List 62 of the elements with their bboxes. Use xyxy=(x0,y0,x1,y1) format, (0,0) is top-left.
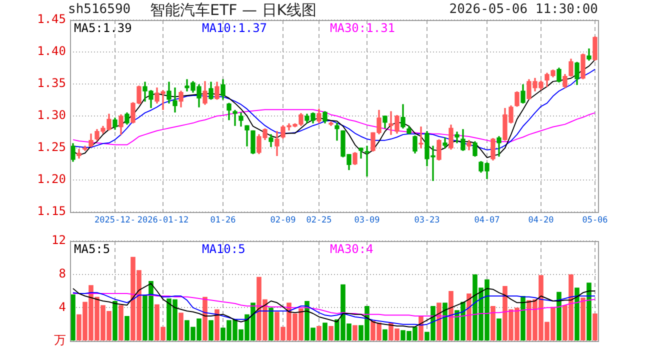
bar xyxy=(322,322,328,340)
bar xyxy=(214,309,220,340)
y-tick-label: 1.20 xyxy=(37,172,66,186)
candlestick xyxy=(418,126,424,148)
y-tick-label: 1.40 xyxy=(37,44,66,58)
bar xyxy=(580,298,586,340)
bar xyxy=(520,296,526,340)
x-tick-label: 05-06 xyxy=(582,215,608,226)
x-tick-label: 01-26 xyxy=(210,215,236,226)
y-tick-label: 8 xyxy=(58,266,66,280)
text: sh516590 xyxy=(68,2,131,17)
y-tick-label: 1.15 xyxy=(37,204,66,218)
y-tick-label: 1.30 xyxy=(37,108,66,122)
candlestick xyxy=(334,122,340,141)
bar xyxy=(70,294,76,340)
text: MA30:1.31 xyxy=(330,21,396,36)
bar xyxy=(574,288,580,340)
bar xyxy=(442,302,448,340)
bar xyxy=(436,302,442,340)
bar xyxy=(496,318,502,340)
bar xyxy=(124,316,130,340)
bar xyxy=(316,326,322,340)
bar xyxy=(268,308,274,340)
y-tick-label: 12 xyxy=(52,233,66,248)
x-tick-label: 2026-01-12 xyxy=(137,215,189,226)
chart-title: 智能汽车ETF — 日K线图 xyxy=(150,1,317,20)
bar xyxy=(112,301,118,340)
x-tick-label: 02-09 xyxy=(270,215,296,226)
y-tick-label: 1.25 xyxy=(37,140,66,154)
text: MA5:1.39 xyxy=(74,21,132,36)
text: MA30:4 xyxy=(330,242,374,256)
bar xyxy=(178,312,184,340)
bar xyxy=(466,294,472,340)
x-tick-label: 04-07 xyxy=(474,215,500,226)
bar xyxy=(328,326,334,340)
bar xyxy=(118,305,124,340)
x-tick-label: 03-09 xyxy=(354,215,380,226)
bar xyxy=(592,314,598,340)
text: 2026-05-06 11:30:00 xyxy=(449,2,598,17)
candlestick xyxy=(364,146,370,176)
x-tick-label: 04-20 xyxy=(528,215,554,226)
bar xyxy=(352,325,358,340)
candlestick xyxy=(244,125,250,146)
y-tick-label: 4 xyxy=(58,300,66,314)
bar xyxy=(382,329,388,340)
y-tick-label: 1.45 xyxy=(37,12,66,26)
candlestick xyxy=(172,88,178,112)
y-tick-label: 1.35 xyxy=(37,76,66,90)
bar xyxy=(490,306,496,340)
candlestick xyxy=(232,110,238,126)
bar xyxy=(556,292,562,340)
x-tick-label: 02-25 xyxy=(306,215,332,226)
x-tick-label: 2025-12- xyxy=(94,215,136,226)
y-tick-label: 万 xyxy=(54,333,66,348)
text: MA10:5 xyxy=(202,242,246,256)
text: MA5:5 xyxy=(74,242,110,256)
bar xyxy=(448,291,454,340)
text: MA10:1.37 xyxy=(202,21,268,36)
bar xyxy=(202,296,208,340)
bar xyxy=(208,320,214,340)
x-tick-label: 03-23 xyxy=(414,215,440,226)
bar xyxy=(586,282,592,340)
